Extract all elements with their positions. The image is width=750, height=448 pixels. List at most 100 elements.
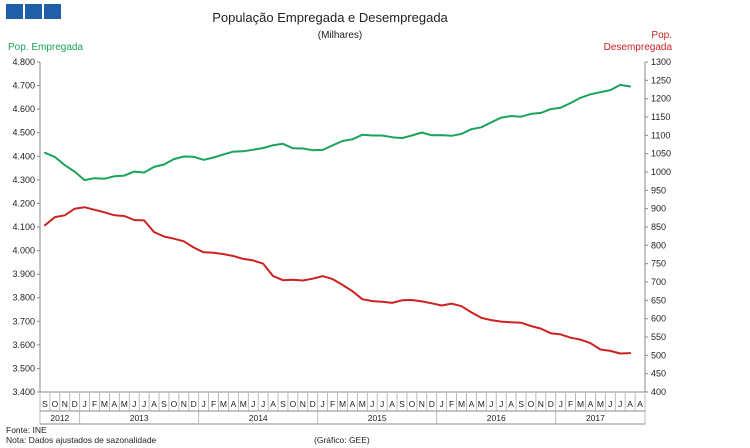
- month-tick-label: J: [380, 399, 384, 409]
- month-tick-label: A: [112, 399, 118, 409]
- month-tick-label: J: [489, 399, 493, 409]
- chart-subtitle: (Milhares): [317, 30, 363, 41]
- right-tick-label: 1000: [651, 167, 671, 177]
- month-tick-label: J: [83, 399, 87, 409]
- right-tick-label: 1200: [651, 94, 671, 104]
- right-tick-label: 750: [651, 259, 666, 269]
- left-tick-label: 3.900: [12, 269, 35, 279]
- left-tick-label: 4.400: [12, 151, 35, 161]
- month-tick-label: J: [559, 399, 563, 409]
- month-tick-label: O: [409, 399, 416, 409]
- month-tick-label: J: [142, 399, 146, 409]
- month-tick-label: D: [310, 399, 316, 409]
- month-tick-label: S: [399, 399, 405, 409]
- month-tick-label: S: [280, 399, 286, 409]
- month-tick-label: D: [72, 399, 78, 409]
- logo-square-3: [44, 4, 61, 19]
- right-tick-label: 1250: [651, 75, 671, 85]
- month-tick-label: S: [518, 399, 524, 409]
- month-tick-label: A: [637, 399, 643, 409]
- month-tick-label: A: [389, 399, 395, 409]
- month-tick-label: M: [597, 399, 604, 409]
- right-tick-label: 550: [651, 332, 666, 342]
- month-tick-label: F: [211, 399, 216, 409]
- month-tick-label: M: [577, 399, 584, 409]
- month-tick-label: J: [440, 399, 444, 409]
- right-tick-label: 1100: [651, 130, 670, 140]
- year-tick-label: 2016: [487, 413, 506, 423]
- left-tick-label: 3.400: [12, 387, 35, 397]
- right-tick-label: 850: [651, 222, 666, 232]
- month-tick-label: F: [92, 399, 97, 409]
- month-tick-label: A: [588, 399, 594, 409]
- month-tick-label: O: [290, 399, 297, 409]
- month-tick-label: J: [202, 399, 206, 409]
- left-tick-label: 4.700: [12, 81, 35, 91]
- left-tick-label: 4.800: [12, 57, 35, 67]
- chart-title: População Empregada e Desempregada: [212, 10, 448, 25]
- month-tick-label: A: [231, 399, 237, 409]
- left-axis-label: Pop. Empregada: [8, 42, 84, 53]
- month-tick-label: J: [321, 399, 325, 409]
- ine-logo-icon: [6, 4, 61, 19]
- month-tick-label: S: [42, 399, 48, 409]
- left-tick-label: 3.600: [12, 340, 35, 350]
- left-tick-label: 4.100: [12, 222, 35, 232]
- right-tick-label: 1300: [651, 57, 671, 67]
- month-tick-label: D: [191, 399, 197, 409]
- year-tick-label: 2013: [130, 413, 149, 423]
- right-axis-label: Pop. Desempregada: [604, 30, 672, 54]
- right-tick-label: 600: [651, 314, 666, 324]
- month-tick-label: M: [240, 399, 247, 409]
- month-tick-label: M: [220, 399, 227, 409]
- month-tick-label: N: [419, 399, 425, 409]
- month-tick-label: M: [339, 399, 346, 409]
- month-tick-label: J: [499, 399, 503, 409]
- right-tick-label: 800: [651, 240, 666, 250]
- month-tick-label: O: [52, 399, 59, 409]
- footer-credit: (Gráfico: GEE): [314, 435, 370, 445]
- left-tick-label: 3.700: [12, 316, 35, 326]
- left-tick-label: 4.300: [12, 175, 35, 185]
- month-tick-label: A: [627, 399, 633, 409]
- month-tick-label: M: [478, 399, 485, 409]
- month-tick-label: A: [469, 399, 475, 409]
- month-tick-label: A: [350, 399, 356, 409]
- employed-series-line: [44, 83, 632, 182]
- right-tick-label: 900: [651, 204, 666, 214]
- month-tick-label: J: [132, 399, 136, 409]
- month-tick-label: A: [270, 399, 276, 409]
- left-tick-label: 4.600: [12, 104, 35, 114]
- month-tick-label: F: [568, 399, 573, 409]
- year-tick-label: 2014: [249, 413, 268, 423]
- month-tick-label: O: [171, 399, 178, 409]
- month-tick-label: A: [151, 399, 157, 409]
- right-tick-label: 700: [651, 277, 666, 287]
- month-tick-label: O: [528, 399, 535, 409]
- month-tick-label: D: [429, 399, 435, 409]
- year-tick-label: 2015: [368, 413, 387, 423]
- month-tick-label: N: [62, 399, 68, 409]
- footer-source: Fonte: INE: [6, 425, 47, 435]
- right-tick-label: 1150: [651, 112, 670, 122]
- month-tick-label: M: [458, 399, 465, 409]
- right-tick-label: 650: [651, 295, 666, 305]
- month-tick-label: M: [359, 399, 366, 409]
- right-axis-label-line1: Pop.: [651, 30, 672, 41]
- right-tick-label: 950: [651, 185, 666, 195]
- month-tick-label: J: [370, 399, 374, 409]
- month-tick-label: D: [548, 399, 554, 409]
- month-tick-label: F: [330, 399, 335, 409]
- left-tick-label: 3.500: [12, 363, 35, 373]
- right-tick-label: 450: [651, 369, 666, 379]
- left-tick-label: 4.000: [12, 246, 35, 256]
- month-tick-label: S: [161, 399, 167, 409]
- right-tick-label: 500: [651, 350, 666, 360]
- right-tick-label: 1050: [651, 149, 671, 159]
- month-tick-label: J: [261, 399, 265, 409]
- month-tick-label: J: [251, 399, 255, 409]
- right-axis-label-line2: Desempregada: [603, 42, 672, 53]
- logo-square-2: [25, 4, 42, 19]
- logo-square-1: [6, 4, 23, 19]
